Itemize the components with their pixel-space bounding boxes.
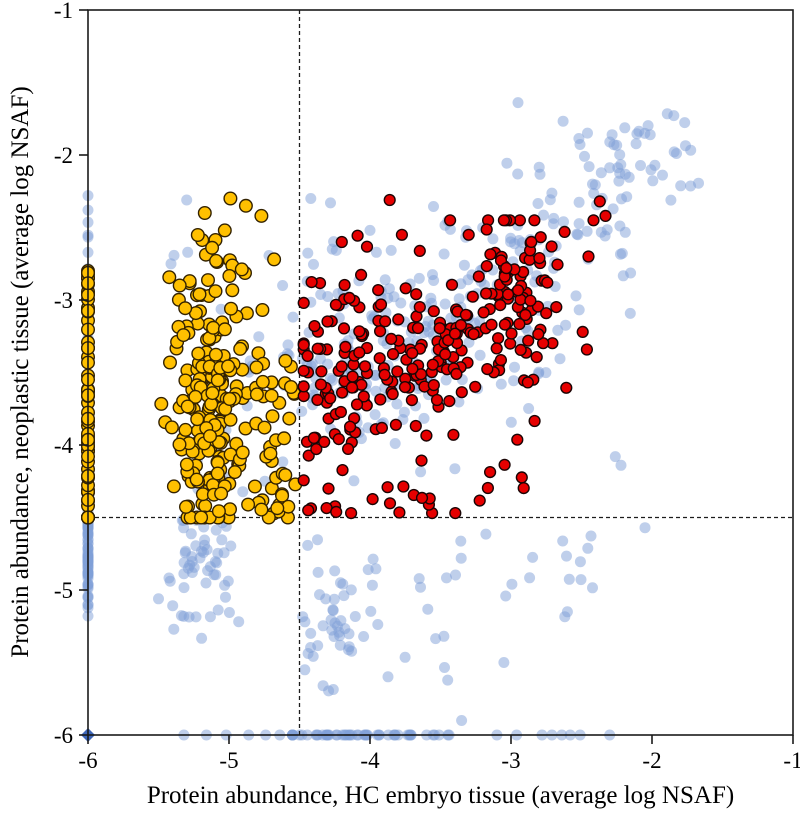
all-proteins-background-points-group bbox=[82, 97, 704, 741]
shared-abundant-points-group bbox=[297, 193, 612, 520]
y-tick-label: -1 bbox=[54, 0, 73, 23]
x-tick-label: -4 bbox=[360, 748, 380, 773]
tick-marks-group bbox=[79, 9, 794, 744]
x-tick-label: -5 bbox=[219, 748, 238, 773]
y-axis-title: Protein abundance, neoplastic tissue (av… bbox=[7, 86, 34, 658]
y-tick-label: -3 bbox=[54, 288, 73, 313]
y-tick-label: -5 bbox=[54, 578, 73, 603]
neoplastic-enriched-points-group bbox=[80, 191, 303, 525]
x-tick-label: -1 bbox=[783, 748, 800, 773]
threshold-lines-group bbox=[88, 10, 793, 735]
y-tick-label: -4 bbox=[54, 433, 74, 458]
axes-group bbox=[87, 9, 794, 736]
plot-border bbox=[87, 9, 794, 736]
x-tick-label: -6 bbox=[78, 748, 97, 773]
tick-labels-group: -6 -5 -4 -3 -2 -1 -1 -2 -3 -4 -5 -6 bbox=[54, 0, 800, 773]
x-tick-label: -2 bbox=[642, 748, 661, 773]
y-tick-label: -2 bbox=[54, 143, 73, 168]
y-tick-label: -6 bbox=[54, 723, 73, 748]
x-axis-title: Protein abundance, HC embryo tissue (ave… bbox=[146, 782, 735, 809]
x-tick-label: -3 bbox=[501, 748, 520, 773]
